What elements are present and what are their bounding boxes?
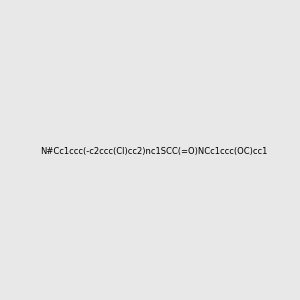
Text: N#Cc1ccc(-c2ccc(Cl)cc2)nc1SCC(=O)NCc1ccc(OC)cc1: N#Cc1ccc(-c2ccc(Cl)cc2)nc1SCC(=O)NCc1ccc… [40, 147, 267, 156]
